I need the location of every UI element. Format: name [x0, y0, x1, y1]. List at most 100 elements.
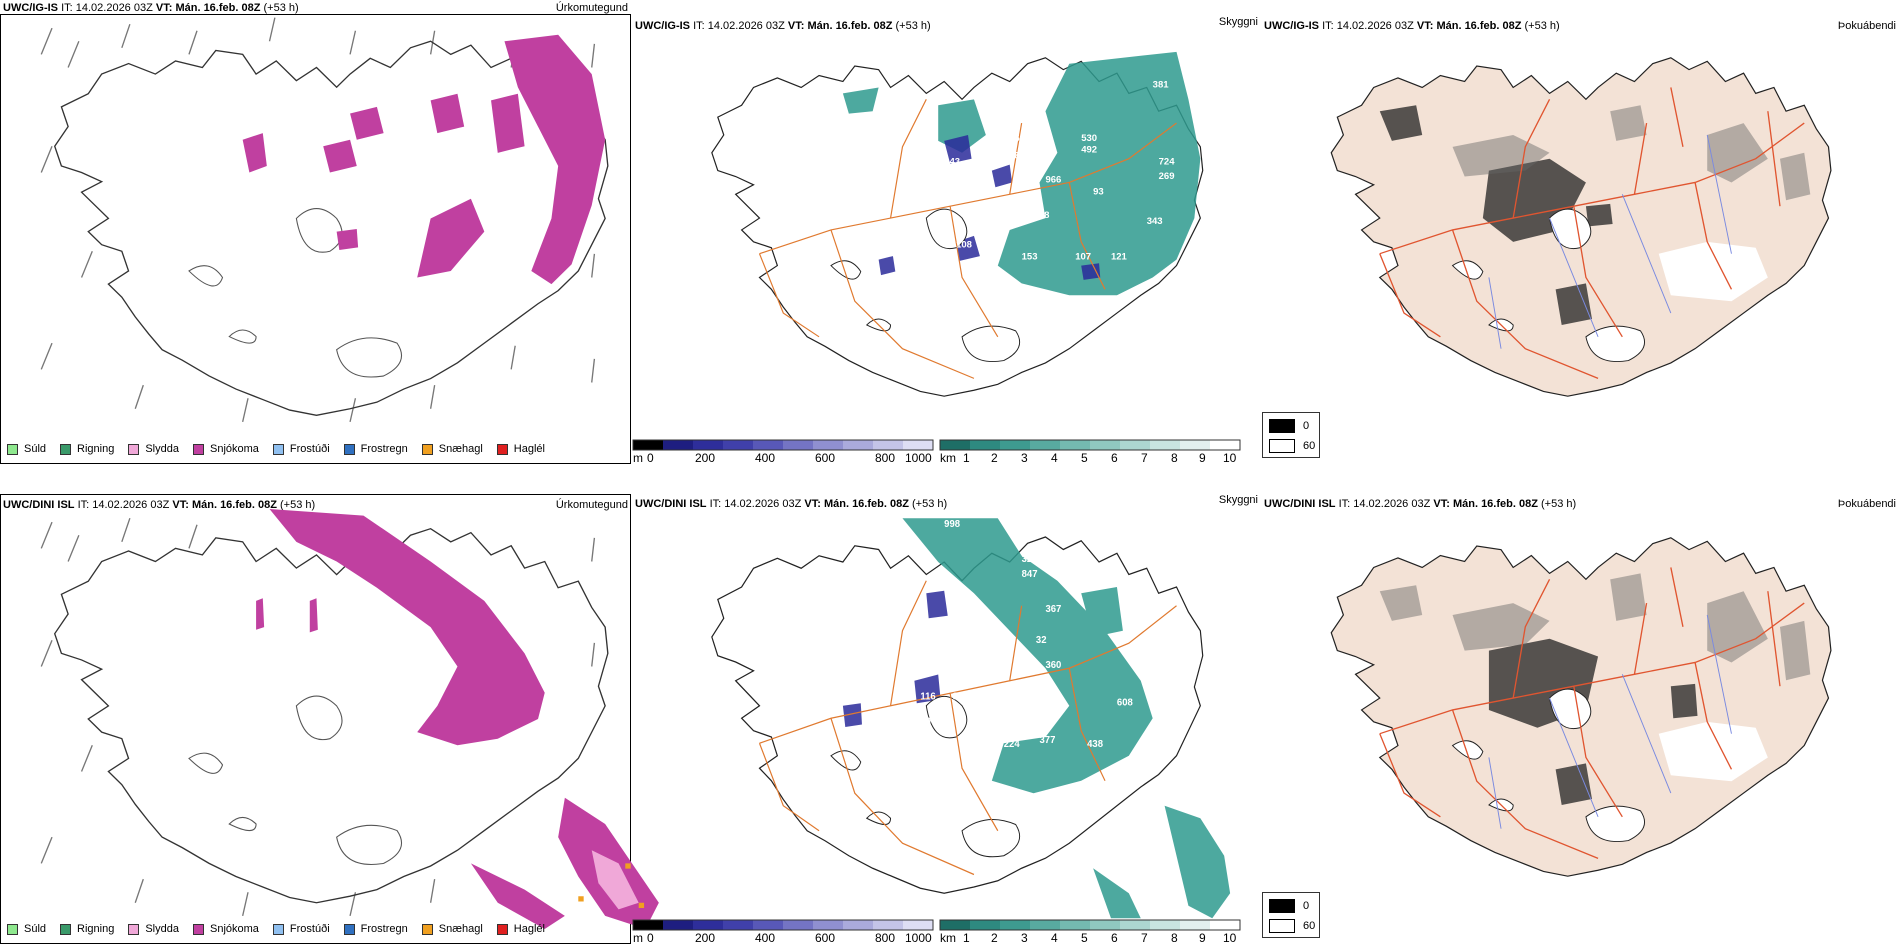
roads — [758, 580, 1177, 876]
precip-type-panel-row2: UWC/DINI ISL IT: 14.02.2026 03Z VT: Mán.… — [0, 494, 659, 944]
visibility-tick: 10 — [1223, 931, 1237, 945]
visibility-tick: 8 — [1171, 451, 1178, 465]
ceiling-label: 153 — [1022, 252, 1038, 263]
roads — [758, 99, 1177, 379]
visibility-tick: 3 — [1021, 451, 1028, 465]
ceiling-labels: 998 323 847 367 32 360 156 116 819 608 2… — [920, 519, 1133, 750]
precip-legend: Súld Rigning Slydda Snjókoma Frostúði Fr… — [7, 441, 559, 457]
wind-barbs — [40, 17, 596, 423]
legend-item: Frostúði — [272, 923, 330, 935]
visibility-map: 998 323 847 367 32 360 156 116 819 608 2… — [711, 518, 1231, 919]
visibility-tick: 9 — [1199, 931, 1206, 945]
ceiling-label: 492 — [1081, 145, 1097, 156]
fog-map — [1330, 57, 1832, 397]
visibility-tick: 5 — [1081, 451, 1088, 465]
visibility-unit: km — [940, 451, 956, 465]
ceiling-tick: 600 — [815, 931, 836, 945]
fog-roads — [1379, 567, 1805, 859]
legend-item: Haglél — [496, 443, 545, 455]
sleet-area — [591, 850, 639, 910]
fog-mid-area — [1379, 573, 1811, 681]
visibility-tick: 7 — [1141, 931, 1148, 945]
ceiling-tick: 0 — [647, 931, 654, 945]
legend-item: Frostregn — [343, 923, 408, 935]
ceiling-label: 156 — [1034, 691, 1050, 702]
ceiling-label: 107 — [1075, 252, 1091, 263]
rivers — [1488, 134, 1732, 349]
ceiling-label: 819 — [953, 691, 969, 702]
ceiling-colorbar — [632, 439, 934, 451]
ceiling-label: 360 — [1045, 660, 1061, 671]
ceiling-label: 224 — [1004, 739, 1020, 750]
ceiling-label: 323 — [1022, 554, 1038, 565]
ceiling-tick: 400 — [755, 451, 776, 465]
low-visibility-area — [902, 518, 1231, 919]
legend-item: Slydda — [128, 923, 179, 935]
precip-map — [40, 509, 659, 929]
visibility-tick: 2 — [991, 931, 998, 945]
ceiling-label: 966 — [1045, 174, 1061, 185]
visibility-tick: 7 — [1141, 451, 1148, 465]
panel-title: UWC/DINI ISL IT: 14.02.2026 03Z VT: Mán.… — [3, 499, 316, 511]
visibility-tick: 8 — [1171, 931, 1178, 945]
ceiling-label: 399 — [1004, 115, 1020, 126]
legend-item: Rigning — [60, 923, 114, 935]
ceiling-tick: 800 — [875, 931, 896, 945]
fog-mid-area — [1452, 105, 1811, 201]
fog-roads — [1379, 87, 1805, 379]
legend-item: Rigning — [60, 443, 114, 455]
panel-title: UWC/DINI ISL IT: 14.02.2026 03Z VT: Mán.… — [1264, 498, 1577, 510]
ceiling-label: 93 — [1093, 186, 1104, 197]
visibility-tick: 6 — [1111, 451, 1118, 465]
ceiling-tick: 400 — [755, 931, 776, 945]
visibility-panel-row2: UWC/DINI ISL IT: 14.02.2026 03Z VT: Mán.… — [632, 494, 1258, 945]
snow-area — [256, 509, 659, 929]
panel-product-label: Þokuábendi — [1837, 20, 1896, 32]
ceiling-label: 206 — [920, 716, 936, 727]
ceiling-label: 121 — [1111, 252, 1128, 263]
visibility-tick: 1 — [963, 451, 970, 465]
ceiling-label: 80 — [980, 729, 991, 740]
ceiling-colorbar — [632, 919, 934, 931]
fog-dark-area — [1379, 105, 1613, 325]
ceiling-tick: 600 — [815, 451, 836, 465]
ceiling-label: 226 — [1004, 133, 1020, 144]
visibility-map: 399 226 818 143 530 492 381 724 269 966 … — [711, 51, 1204, 397]
ceiling-label: 724 — [1159, 157, 1176, 168]
precip-map — [40, 17, 609, 423]
panel-product-label: Úrkomutegund — [555, 499, 628, 511]
ceiling-tick: 1000 — [905, 931, 932, 945]
precip-legend: Súld Rigning Slydda Snjókoma Frostúði Fr… — [7, 921, 559, 937]
ceiling-label: 998 — [944, 519, 960, 530]
visibility-unit: km — [940, 931, 956, 945]
visibility-panel-row1: UWC/IG-IS IT: 14.02.2026 03Z VT: Mán. 16… — [632, 14, 1258, 465]
ceiling-label: 608 — [1117, 698, 1133, 709]
visibility-tick: 3 — [1021, 931, 1028, 945]
legend-item: Frostregn — [343, 443, 408, 455]
legend-item: Snjókoma — [192, 923, 259, 935]
rivers — [1488, 614, 1732, 829]
ceiling-tick: 200 — [695, 931, 716, 945]
ceiling-tick: 1000 — [905, 451, 932, 465]
legend-item: Haglél — [496, 923, 545, 935]
fog-map — [1330, 537, 1832, 877]
low-visibility-area — [842, 51, 1201, 296]
snow-area — [242, 34, 606, 285]
visibility-tick: 9 — [1199, 451, 1206, 465]
ceiling-tick: 200 — [695, 451, 716, 465]
legend-item: Frostúði — [272, 443, 330, 455]
visibility-colorbar — [939, 919, 1241, 931]
ceiling-label: 367 — [1045, 604, 1061, 615]
ceiling-label: 143 — [944, 157, 960, 168]
fog-legend-row2: 0 60 — [1262, 892, 1320, 938]
precip-type-panel-row1: UWC/IG-IS IT: 14.02.2026 03Z VT: Mán. 16… — [0, 2, 631, 464]
ceiling-label: 438 — [1087, 739, 1103, 750]
fog-legend-row1: 0 60 — [1262, 412, 1320, 458]
fog-clear-area — [1658, 721, 1768, 782]
visibility-tick: 5 — [1081, 931, 1088, 945]
panel-product-label: Úrkomutegund — [555, 2, 628, 14]
ceiling-unit: m — [633, 931, 643, 945]
panel-title: UWC/IG-IS IT: 14.02.2026 03Z VT: Mán. 16… — [3, 2, 299, 14]
ceiling-label: 847 — [1022, 569, 1038, 580]
ceiling-unit: m — [633, 451, 643, 465]
